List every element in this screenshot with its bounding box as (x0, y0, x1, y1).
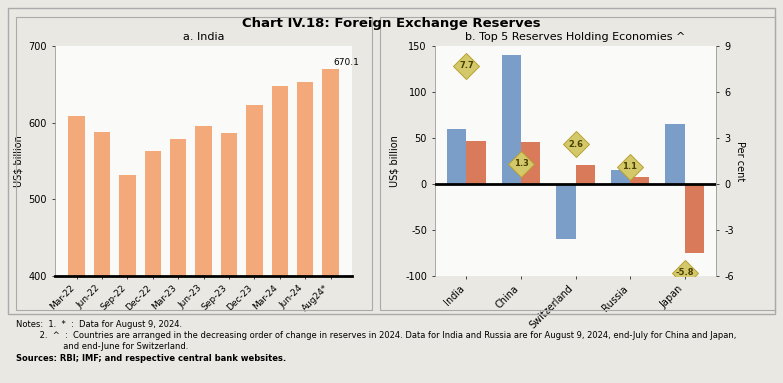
Text: 2.6: 2.6 (568, 139, 583, 149)
Bar (221, 133, 237, 383)
Bar (447, 129, 467, 184)
Bar (684, 184, 704, 253)
Bar (467, 141, 485, 184)
Bar (119, 175, 135, 383)
Bar (502, 55, 521, 184)
Bar (297, 82, 313, 383)
Bar (666, 124, 684, 184)
Y-axis label: US$ billion: US$ billion (389, 135, 399, 187)
Text: 7.7: 7.7 (459, 61, 474, 70)
Bar (272, 86, 288, 383)
Text: 1.1: 1.1 (622, 162, 637, 172)
Bar (145, 151, 161, 383)
Text: Sources: RBI; IMF; and respective central bank websites.: Sources: RBI; IMF; and respective centra… (16, 354, 286, 363)
Text: 670.1: 670.1 (333, 58, 359, 67)
Bar (195, 126, 212, 383)
Title: a. India: a. India (182, 33, 225, 43)
Y-axis label: US$ billion: US$ billion (13, 135, 23, 187)
Bar (576, 165, 594, 184)
Bar (94, 132, 110, 383)
Text: Chart IV.18: Foreign Exchange Reserves: Chart IV.18: Foreign Exchange Reserves (242, 17, 541, 30)
Bar (323, 69, 339, 383)
Y-axis label: Per cent: Per cent (734, 141, 745, 181)
Text: and end-June for Switzerland.: and end-June for Switzerland. (16, 342, 188, 350)
Bar (521, 142, 540, 184)
Bar (557, 184, 576, 239)
Bar (611, 170, 630, 184)
Title: b. Top 5 Reserves Holding Economies ^: b. Top 5 Reserves Holding Economies ^ (465, 33, 686, 43)
Bar (170, 139, 186, 383)
Text: -5.8: -5.8 (675, 268, 694, 277)
Text: 1.3: 1.3 (514, 159, 529, 169)
Text: Notes:  1.  *  :  Data for August 9, 2024.: Notes: 1. * : Data for August 9, 2024. (16, 320, 182, 329)
Bar (68, 116, 85, 383)
Text: 2.  ^  :  Countries are arranged in the decreasing order of change in reserves i: 2. ^ : Countries are arranged in the dec… (16, 331, 736, 340)
Bar (630, 177, 649, 184)
Bar (246, 105, 262, 383)
